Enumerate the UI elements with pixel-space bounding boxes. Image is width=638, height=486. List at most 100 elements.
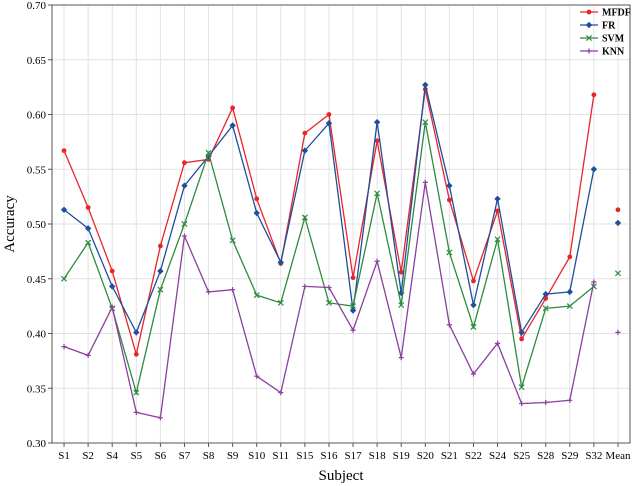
data-point-fr xyxy=(229,122,236,129)
data-point-fr xyxy=(590,166,598,173)
data-point-knn xyxy=(374,258,380,264)
legend-label-fr: FR xyxy=(602,21,616,32)
data-point-knn xyxy=(519,400,525,407)
data-point-knn xyxy=(278,390,284,396)
data-point-mfdf xyxy=(254,196,260,202)
data-point-svm xyxy=(253,292,260,299)
x-axis-ticks: S1 S2 S4 S5 S6 S7 S8 S9 S10 S11 S15 S16 S17 S18 S19 S20… xyxy=(58,443,631,462)
data-point-fr xyxy=(157,267,164,275)
x-tick-label: S19 xyxy=(393,450,411,462)
legend-item-fr: FR xyxy=(580,21,616,32)
x-tick-label: S8 xyxy=(203,450,215,462)
data-point-fr xyxy=(349,307,357,314)
x-tick-label: S10 xyxy=(248,450,266,462)
series-group xyxy=(60,81,598,421)
data-point-mfdf xyxy=(591,92,597,98)
data-point-mfdf xyxy=(567,254,573,260)
data-point-knn xyxy=(133,409,139,415)
x-tick-label: S28 xyxy=(537,450,555,462)
legend-marker-mfdf xyxy=(586,9,592,15)
legend-label-svm: SVM xyxy=(602,34,625,45)
series-knn xyxy=(61,179,597,421)
data-point-mfdf xyxy=(446,197,452,203)
data-point-mfdf xyxy=(374,138,380,144)
x-tick-label: S21 xyxy=(441,450,458,462)
series-svm xyxy=(61,119,597,396)
data-point-mfdf xyxy=(133,351,139,357)
x-tick-label: S15 xyxy=(296,450,314,462)
data-point-svm xyxy=(133,389,140,396)
x-tick-label: S32 xyxy=(585,450,602,462)
y-tick-label: 0.65 xyxy=(27,55,47,67)
data-point-knn xyxy=(254,373,260,379)
data-point-knn xyxy=(181,233,188,239)
data-point-mfdf xyxy=(398,269,404,275)
data-point-mfdf xyxy=(350,275,356,281)
data-point-svm xyxy=(542,305,549,312)
data-point-knn xyxy=(422,179,428,185)
x-tick-label: S24 xyxy=(489,450,507,462)
mean-point-mfdf xyxy=(615,207,621,213)
legend: MFDF FR SVM KNN xyxy=(580,8,631,58)
legend-item-mfdf: MFDF xyxy=(580,8,631,19)
data-point-svm xyxy=(85,239,92,246)
data-point-svm xyxy=(398,302,405,309)
x-tick-label: S16 xyxy=(320,450,338,462)
y-tick-label: 0.30 xyxy=(27,438,47,450)
data-point-fr xyxy=(84,225,92,232)
data-point-svm xyxy=(229,237,236,244)
data-point-mfdf xyxy=(543,296,549,301)
data-point-fr xyxy=(109,283,116,290)
data-point-knn xyxy=(350,327,356,333)
data-point-fr xyxy=(301,147,309,154)
legend-marker-knn xyxy=(586,48,592,54)
series-fr xyxy=(60,81,598,336)
data-point-mfdf xyxy=(495,208,500,214)
mean-point-fr xyxy=(614,219,622,227)
data-point-knn xyxy=(230,287,236,293)
y-axis-ticks: 0.30 0.35 0.40 0.45 0.50 0.55 0.60 0.65 0.70 xyxy=(27,0,52,450)
data-point-svm xyxy=(277,299,284,306)
data-point-svm xyxy=(301,214,308,221)
data-point-knn xyxy=(567,397,573,403)
data-point-fr xyxy=(446,182,453,189)
data-point-svm xyxy=(205,149,212,156)
data-point-knn xyxy=(157,415,163,421)
data-point-mfdf xyxy=(302,130,308,136)
data-point-knn xyxy=(470,371,477,377)
y-tick-label: 0.45 xyxy=(27,274,47,286)
legend-item-knn: KNN xyxy=(580,47,625,58)
legend-marker-svm xyxy=(585,34,593,42)
x-tick-label: S4 xyxy=(106,450,118,462)
y-tick-label: 0.35 xyxy=(27,383,47,395)
x-axis-title: Subject xyxy=(319,468,365,484)
x-tick-label: S9 xyxy=(227,450,239,462)
y-axis-title: Accuracy xyxy=(2,195,18,253)
data-point-mfdf xyxy=(326,112,332,117)
y-tick-label: 0.40 xyxy=(27,329,47,341)
data-point-knn xyxy=(109,304,115,310)
data-point-fr xyxy=(566,288,573,296)
data-point-mfdf xyxy=(109,268,115,274)
data-point-knn xyxy=(543,399,549,406)
data-point-mfdf xyxy=(157,243,163,249)
data-point-fr xyxy=(470,301,477,309)
data-point-fr xyxy=(253,209,260,217)
data-point-svm xyxy=(470,323,477,330)
legend-label-knn: KNN xyxy=(602,47,625,58)
x-tick-label: S25 xyxy=(513,450,531,462)
legend-label-mfdf: MFDF xyxy=(602,8,631,19)
data-point-svm xyxy=(518,384,525,391)
data-point-svm xyxy=(566,303,573,310)
data-point-fr xyxy=(518,329,525,336)
series-mfdf xyxy=(61,86,597,357)
data-point-mfdf xyxy=(471,278,476,284)
data-point-fr xyxy=(181,182,188,189)
data-point-mfdf xyxy=(519,336,525,342)
data-point-fr xyxy=(422,81,429,89)
data-point-mfdf xyxy=(182,160,187,166)
data-point-fr xyxy=(133,329,140,336)
y-tick-label: 0.55 xyxy=(27,164,47,176)
data-point-knn xyxy=(302,283,308,290)
